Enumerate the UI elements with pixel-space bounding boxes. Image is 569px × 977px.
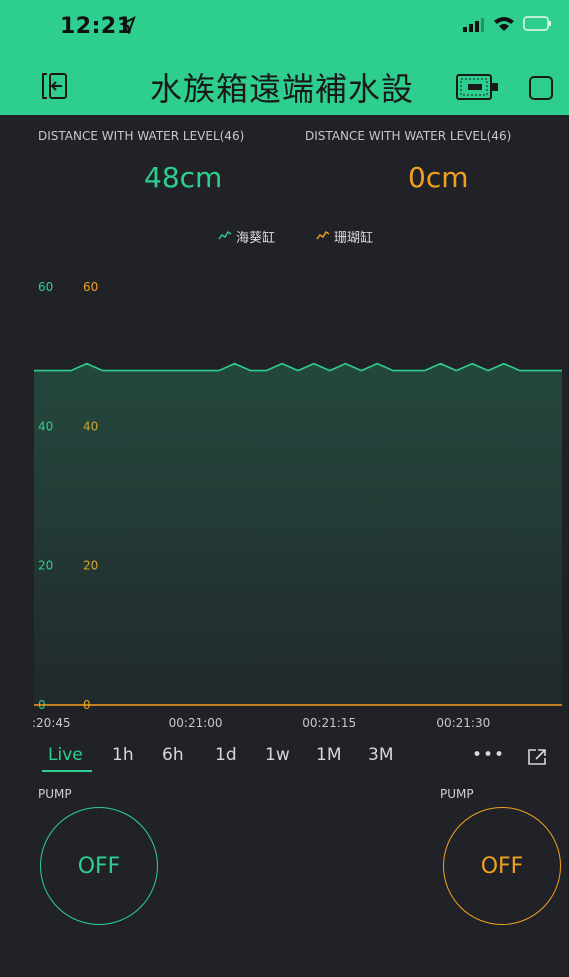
selected-range-underline bbox=[42, 770, 92, 772]
y-tick-left: 60 bbox=[38, 280, 53, 294]
x-tick-label: :20:45 bbox=[32, 716, 71, 730]
series-area-1 bbox=[34, 363, 562, 705]
back-icon[interactable] bbox=[40, 71, 70, 105]
legend-label-1: 海葵缸 bbox=[236, 231, 276, 246]
series-line-icon bbox=[316, 229, 330, 244]
series-line-1 bbox=[34, 362, 562, 372]
y-tick-right: 60 bbox=[83, 280, 98, 294]
device-icon[interactable] bbox=[456, 73, 500, 105]
water-level-value-1: 48cm bbox=[144, 161, 223, 194]
range-1w[interactable]: 1w bbox=[265, 745, 290, 765]
project-title: 水族箱遠端補水設 bbox=[150, 70, 415, 108]
stop-icon[interactable] bbox=[528, 75, 554, 105]
fullscreen-icon[interactable] bbox=[526, 747, 548, 771]
range-6h[interactable]: 6h bbox=[162, 745, 184, 765]
location-arrow-icon bbox=[119, 15, 136, 38]
range-live[interactable]: Live bbox=[48, 745, 83, 765]
pump-button-2[interactable]: OFF bbox=[443, 807, 561, 925]
water-level-label-2: DISTANCE WITH WATER LEVEL(46) bbox=[305, 129, 512, 143]
wifi-icon bbox=[493, 16, 515, 36]
water-level-chart[interactable]: 60402006040200:20:4500:21:0000:21:1500:2… bbox=[0, 265, 569, 735]
pump-label-2: PUMP bbox=[440, 787, 474, 801]
status-time: 12:21 bbox=[60, 14, 133, 39]
water-level-label-1: DISTANCE WITH WATER LEVEL(46) bbox=[38, 129, 245, 143]
x-tick-label: 00:21:15 bbox=[302, 716, 356, 730]
pump-state-1: OFF bbox=[77, 853, 121, 879]
water-level-value-2: 0cm bbox=[408, 161, 469, 194]
series-line-icon bbox=[218, 229, 232, 244]
more-options[interactable]: ••• bbox=[472, 745, 506, 765]
legend-item-2: 珊瑚缸 bbox=[316, 227, 373, 246]
x-tick-label: 00:21:30 bbox=[436, 716, 490, 730]
range-1h[interactable]: 1h bbox=[112, 745, 134, 765]
signal-icon bbox=[463, 17, 485, 36]
x-tick-label: 00:21:00 bbox=[169, 716, 223, 730]
legend-label-2: 珊瑚缸 bbox=[334, 231, 374, 246]
range-1d[interactable]: 1d bbox=[215, 745, 237, 765]
status-bar: 12:21 bbox=[0, 0, 569, 50]
battery-icon bbox=[523, 16, 553, 36]
range-3m[interactable]: 3M bbox=[368, 745, 394, 765]
app-header: 12:21 水族箱遠端補水設 bbox=[0, 0, 569, 115]
legend-item-1: 海葵缸 bbox=[218, 227, 275, 246]
pump-button-1[interactable]: OFF bbox=[40, 807, 158, 925]
dashboard-content: DISTANCE WITH WATER LEVEL(46) 48cm DISTA… bbox=[0, 115, 569, 977]
pump-state-2: OFF bbox=[480, 853, 524, 879]
pump-label-1: PUMP bbox=[38, 787, 72, 801]
range-1m[interactable]: 1M bbox=[316, 745, 342, 765]
